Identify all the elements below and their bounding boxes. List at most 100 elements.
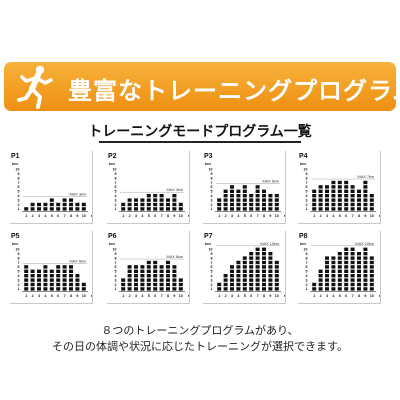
bar-block (274, 207, 279, 211)
y-unit-label: km (300, 241, 306, 246)
y-tick-label: 7 (306, 181, 308, 185)
bar (268, 252, 273, 291)
bar-block (43, 282, 48, 287)
bar-block (325, 278, 329, 282)
bar-block (255, 198, 260, 202)
bar-block (369, 207, 374, 211)
bar-block (249, 287, 254, 291)
bar-block (242, 207, 247, 211)
bar-block (357, 260, 361, 265)
y-tick-label: 1 (306, 287, 308, 291)
bar-block (223, 278, 228, 282)
bar-block (24, 274, 29, 278)
max-label: MAX 6km (167, 255, 183, 259)
bar-block (230, 274, 234, 278)
bar-block (166, 278, 170, 282)
bar-block (153, 269, 158, 273)
bar-block (318, 274, 323, 278)
bar-block (369, 269, 374, 273)
bar-block (369, 202, 374, 207)
bar-block (242, 278, 247, 282)
bar-block (69, 202, 73, 207)
bar-block (166, 274, 170, 278)
bar-block (318, 194, 323, 198)
bar-block (318, 198, 323, 202)
bar-block (146, 194, 151, 198)
bar (223, 189, 228, 211)
y-unit-label: km (12, 161, 18, 166)
bar-block (30, 287, 35, 291)
bar-block (153, 194, 158, 198)
bar-block (357, 202, 361, 207)
bar-block (75, 278, 80, 282)
bar-block (363, 278, 368, 282)
bar-block (344, 265, 349, 269)
x-tick-label: 9 (76, 214, 78, 218)
bar-block (262, 198, 266, 202)
bar (369, 256, 374, 291)
bar-block (337, 260, 342, 265)
x-tick-label: 2 (320, 214, 322, 218)
x-tick-label: 1 (122, 214, 124, 218)
x-tick-label: 2 (225, 294, 227, 298)
y-tick-label: 3 (115, 198, 117, 202)
bar-block (56, 269, 61, 273)
bar-block (318, 185, 323, 189)
bar-block (134, 278, 138, 282)
bar-block (262, 207, 266, 211)
x-tick-label: 7 (257, 214, 259, 218)
bar-block (75, 287, 80, 291)
bar-block (357, 282, 361, 287)
x-tick-label: 5 (339, 294, 341, 298)
bar-block (230, 202, 234, 207)
chart-title: P5 (11, 233, 20, 240)
bar-block (69, 278, 73, 282)
bar-block (49, 202, 54, 207)
bar-block (318, 207, 323, 211)
bar-block (172, 265, 177, 269)
bar-block (325, 207, 329, 211)
bar-block (81, 282, 86, 287)
bar-block (318, 287, 323, 291)
bar-block (62, 269, 67, 273)
bar-block (331, 282, 336, 287)
bar-block (230, 194, 234, 198)
bar-block (166, 265, 170, 269)
banner-title: 豊富なトレーニングプログラム (68, 77, 400, 105)
bar-block (363, 180, 368, 185)
bar-block (242, 198, 247, 202)
x-tick-label: 4 (237, 214, 239, 218)
bar-block (350, 269, 355, 273)
bar-block (357, 256, 361, 260)
bar-block (127, 287, 132, 291)
bar-block (153, 207, 158, 211)
bar-block (30, 202, 35, 207)
bar-block (325, 256, 329, 260)
bar (127, 198, 132, 211)
bar-block (350, 287, 355, 291)
bar (255, 247, 260, 291)
bar-block (274, 265, 279, 269)
bar-block (24, 278, 29, 282)
x-tick-label: 4 (44, 294, 46, 298)
x-tick-label: 3 (135, 294, 137, 298)
bar-block (69, 274, 73, 278)
x-tick-label: 1 (313, 214, 315, 218)
bar-block (230, 207, 234, 211)
max-label: MAX 7km (358, 175, 374, 179)
bar-block (159, 278, 164, 282)
x-tick-label: 2 (129, 294, 131, 298)
bar-block (172, 282, 177, 287)
bar-block (363, 247, 368, 251)
x-tick-label: 9 (76, 294, 78, 298)
bar-block (121, 282, 126, 287)
bar-block (62, 202, 67, 207)
y-tick-label: 2 (211, 203, 213, 207)
bar-block (81, 287, 86, 291)
title-banner: 豊富なトレーニングプログラム (4, 62, 400, 111)
bar-block (331, 207, 336, 211)
bar (363, 180, 368, 211)
bar-block (62, 287, 67, 291)
bar (230, 185, 234, 211)
bar-block (325, 265, 329, 269)
